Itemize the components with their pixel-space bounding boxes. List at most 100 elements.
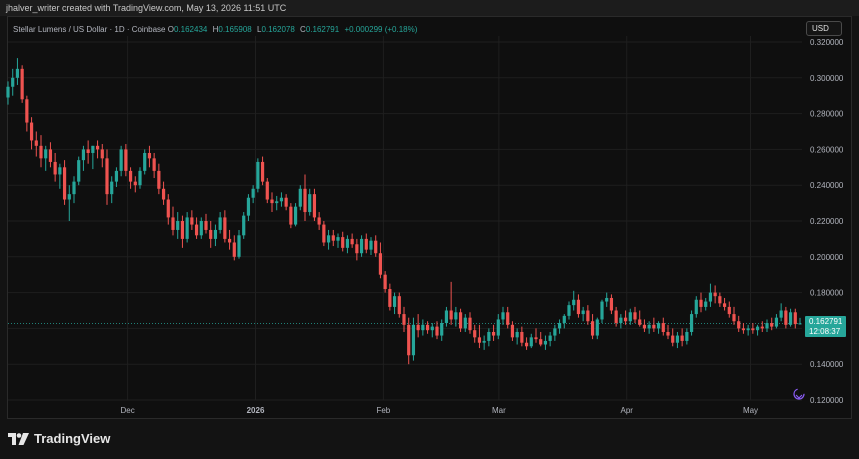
candle-body xyxy=(350,238,354,245)
candle-body xyxy=(666,331,670,336)
candle-body xyxy=(444,310,449,324)
candle-body xyxy=(435,326,439,336)
y-tick-label: 0.300000 xyxy=(810,74,844,83)
candle-body xyxy=(685,331,689,341)
candle-body xyxy=(213,229,218,239)
candle-body xyxy=(449,310,453,320)
candle-body xyxy=(355,244,359,254)
candle-body xyxy=(699,299,703,307)
candle-body xyxy=(223,217,227,239)
candle-body xyxy=(722,303,727,307)
candle-body xyxy=(586,310,590,322)
y-tick-label: 0.260000 xyxy=(810,145,844,154)
candle-body xyxy=(176,221,180,230)
candle-body xyxy=(383,274,387,290)
candle-body xyxy=(718,296,722,304)
grid-lines xyxy=(8,36,802,401)
x-tick-label: May xyxy=(743,406,758,415)
candle-body xyxy=(209,229,213,239)
candle-body xyxy=(331,235,335,241)
candle-body xyxy=(369,240,373,250)
candle-body xyxy=(392,296,397,307)
candle-body xyxy=(506,312,510,325)
symbol-legend: Stellar Lumens / US Dollar · 1D · Coinba… xyxy=(13,25,420,34)
candle-body xyxy=(581,310,585,315)
candle-body xyxy=(161,188,166,200)
candle-body xyxy=(289,206,293,225)
brand-name: TradingView xyxy=(34,431,111,446)
candle-body xyxy=(515,331,519,338)
creator-text: jhalver_writer created with TradingView.… xyxy=(6,3,287,13)
bar-countdown: 12:08:37 xyxy=(809,327,841,336)
candle-body xyxy=(741,328,746,331)
candle-body xyxy=(15,68,20,78)
x-axis: Dec 2026 Feb Mar Apr May xyxy=(121,406,759,415)
candle-body xyxy=(694,299,698,315)
goto-realtime-icon[interactable] xyxy=(793,388,805,400)
candle-body xyxy=(95,145,100,150)
candle-body xyxy=(708,292,713,302)
candle-body xyxy=(227,238,232,243)
candle-body xyxy=(501,312,505,320)
candle-body xyxy=(180,221,185,239)
candle-body xyxy=(152,158,156,171)
candle-body xyxy=(491,331,496,336)
candle-body xyxy=(345,238,350,248)
candle-body xyxy=(680,335,684,341)
symbol-name: Stellar Lumens / US Dollar · 1D · Coinba… xyxy=(13,25,166,34)
y-tick-label: 0.200000 xyxy=(810,253,844,262)
candle-body xyxy=(110,181,114,195)
candle-body xyxy=(468,317,472,331)
candle-body xyxy=(275,201,279,204)
candle-body xyxy=(430,326,434,331)
candle-body xyxy=(600,301,604,320)
close-value: 0.162791 xyxy=(305,25,340,34)
candle-body xyxy=(265,181,269,200)
candle-body xyxy=(91,145,95,153)
candle-body xyxy=(298,188,302,207)
y-tick-label: 0.120000 xyxy=(810,396,844,405)
candle-body xyxy=(510,324,515,338)
candle-body xyxy=(326,235,331,243)
candle-body xyxy=(784,310,788,325)
candle-body xyxy=(312,194,317,218)
candle-body xyxy=(29,122,34,141)
candle-body xyxy=(656,323,661,329)
candle-body xyxy=(614,310,618,324)
last-price-value: 0.162791 xyxy=(809,317,843,326)
candle-body xyxy=(44,149,48,159)
candle-body xyxy=(317,217,321,225)
candle-body xyxy=(105,158,109,195)
candle-body xyxy=(609,297,614,311)
candle-body xyxy=(572,299,576,306)
candle-body xyxy=(774,317,779,327)
candle-body xyxy=(270,199,274,204)
candle-body xyxy=(496,319,500,336)
candle-body xyxy=(20,68,24,100)
currency-button[interactable]: USD xyxy=(806,21,842,36)
candle-body xyxy=(689,314,694,332)
candle-body xyxy=(770,323,774,327)
candle-body xyxy=(374,240,378,254)
candle-body xyxy=(713,292,717,297)
candle-body xyxy=(482,340,486,343)
candle-body xyxy=(755,326,760,331)
candle-body xyxy=(737,321,741,329)
candle-body xyxy=(567,305,571,316)
candle-body xyxy=(86,149,90,153)
candle-body xyxy=(114,170,119,182)
candle-body xyxy=(185,217,189,239)
chart-panel[interactable] xyxy=(7,16,852,419)
candle-body xyxy=(194,224,199,236)
candle-body xyxy=(576,299,581,315)
candle-body xyxy=(62,167,67,200)
tradingview-logo[interactable]: TradingView xyxy=(8,431,110,446)
open-value: 0.162434 xyxy=(173,25,208,34)
candle-body xyxy=(534,337,538,340)
candle-body xyxy=(58,167,62,175)
candle-body xyxy=(675,335,680,343)
candle-body xyxy=(548,335,552,341)
candle-body xyxy=(171,217,175,230)
candle-body xyxy=(633,312,637,320)
